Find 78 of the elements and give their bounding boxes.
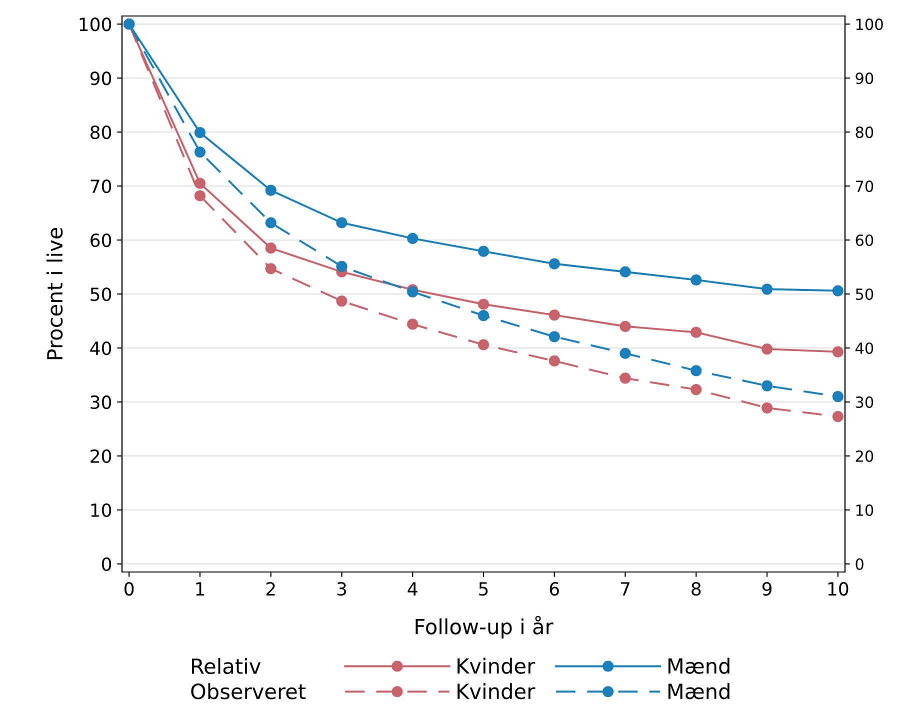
point — [194, 190, 206, 202]
x-tick-label: 1 — [196, 582, 204, 596]
point — [620, 320, 631, 332]
y-tick-label: 70 — [90, 180, 112, 194]
point — [336, 260, 348, 272]
y-tick-label: 90 — [90, 72, 112, 86]
x-tick-label: 9 — [762, 582, 772, 596]
point — [194, 146, 206, 158]
point — [548, 331, 560, 342]
y2-tick-label: 80 — [856, 126, 874, 138]
y-axis-title: Procent i live — [46, 228, 63, 360]
point — [548, 355, 560, 366]
x-tick-label: 7 — [621, 582, 630, 596]
point — [478, 298, 490, 310]
y2-tick-label: 90 — [856, 72, 874, 84]
point — [478, 246, 490, 257]
point — [690, 274, 702, 286]
point — [761, 284, 773, 295]
legend-label: Kvinder — [458, 683, 536, 700]
point — [265, 263, 276, 274]
point — [690, 384, 702, 396]
point — [265, 217, 276, 228]
point — [336, 217, 348, 228]
y-tick-label: 80 — [90, 126, 112, 140]
y2-tick-label: 30 — [856, 396, 874, 408]
point — [832, 346, 844, 358]
point — [832, 410, 844, 422]
y2-tick-label: 60 — [856, 234, 874, 246]
y-tick-label: 0 — [102, 557, 112, 572]
x-tick-label: 0 — [124, 582, 134, 596]
point — [620, 266, 631, 278]
y-tick-label: 10 — [91, 503, 112, 518]
y2-tick-label: 100 — [856, 18, 883, 30]
point — [690, 365, 702, 376]
y-tick-label: 60 — [90, 233, 112, 248]
point — [194, 127, 206, 138]
point — [548, 258, 560, 270]
y2-tick-label: 70 — [856, 180, 874, 192]
point — [761, 344, 773, 355]
point — [620, 372, 631, 384]
x-tick-label: 5 — [479, 582, 488, 596]
y2-tick-label: 50 — [856, 288, 874, 300]
x-tick-label: 8 — [692, 582, 701, 596]
y2-tick-label: 10 — [856, 504, 874, 516]
point — [690, 326, 702, 338]
point — [336, 295, 348, 307]
point — [761, 402, 773, 414]
y-tick-label: 100 — [80, 18, 112, 32]
y-tick-label: 40 — [90, 341, 112, 356]
legend-label: Mænd — [668, 658, 730, 674]
y2-tick-label: 0 — [856, 558, 864, 570]
x-tick-label: 6 — [550, 582, 559, 596]
legend-label: Mænd — [668, 683, 730, 700]
point — [265, 184, 276, 196]
x-tick-label: 4 — [408, 582, 418, 596]
point — [832, 391, 844, 402]
point — [620, 348, 631, 359]
text: Relativ — [192, 658, 261, 674]
x-axis-title: Follow-up i år — [416, 616, 554, 638]
point — [761, 380, 773, 392]
y2-tick-label: 20 — [856, 450, 874, 462]
point — [194, 178, 206, 189]
point — [478, 339, 490, 350]
point — [832, 285, 844, 296]
x-tick-label: 2 — [266, 582, 275, 596]
text: Observeret — [191, 683, 306, 700]
legend-label: Kvinder — [458, 658, 536, 674]
point — [407, 318, 418, 330]
y-tick-label: 50 — [90, 287, 112, 302]
point — [548, 309, 560, 321]
x-tick-label: 3 — [337, 582, 346, 596]
y2-tick-label: 40 — [855, 342, 874, 354]
y-tick-label: 20 — [90, 449, 112, 464]
point — [407, 232, 418, 244]
point — [265, 242, 276, 254]
point — [478, 310, 490, 322]
y-tick-label: 30 — [90, 395, 112, 410]
x-tick-label: 10 — [828, 582, 848, 596]
